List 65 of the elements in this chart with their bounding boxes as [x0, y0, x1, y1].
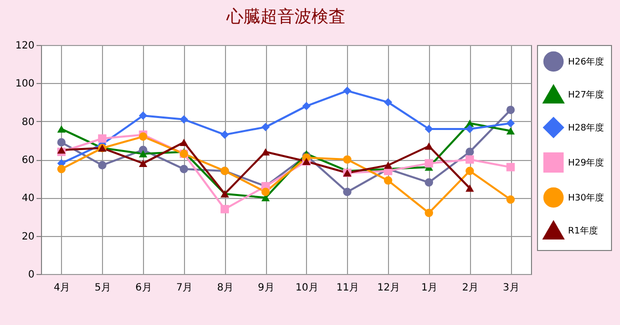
point: [506, 119, 515, 128]
point: [220, 130, 229, 139]
legend-label: H27年度: [568, 90, 604, 100]
legend-label: H28年度: [568, 122, 604, 134]
point: [57, 125, 66, 133]
y-tick-label: 0: [28, 270, 34, 280]
point: [180, 138, 188, 146]
x-tick-label: 11月: [336, 282, 360, 294]
x-tick-label: 1月: [421, 282, 438, 294]
chart-title: 心臓超音波検査: [226, 7, 346, 27]
point: [506, 106, 515, 114]
point: [98, 134, 106, 143]
x-tick-label: 4月: [54, 282, 70, 294]
point: [261, 148, 270, 156]
point: [138, 160, 148, 167]
point: [466, 124, 474, 134]
point: [261, 188, 270, 196]
point: [424, 159, 434, 168]
point: [57, 164, 66, 174]
x-tick-label: 3月: [502, 282, 520, 294]
y-tick-label: 60: [22, 155, 34, 166]
legend-label: R1年度: [568, 226, 598, 236]
point: [466, 166, 474, 176]
point: [424, 178, 434, 187]
point: [384, 98, 392, 106]
point: [424, 124, 434, 134]
point: [138, 150, 148, 158]
point: [98, 161, 106, 170]
legend-label: H30年度: [568, 192, 604, 204]
y-tick-label: 80: [22, 116, 34, 128]
point: [466, 155, 474, 164]
point: [220, 204, 229, 214]
point: [343, 86, 352, 95]
point: [506, 162, 515, 172]
x-tick-label: 2月: [462, 282, 478, 294]
x-tick-label: 5月: [94, 282, 111, 294]
x-tick-label: 6月: [135, 282, 152, 294]
point: [261, 122, 270, 132]
point: [180, 164, 188, 174]
y-tick-label: 100: [15, 78, 34, 90]
y-tick-label: 20: [22, 231, 34, 242]
point: [302, 102, 311, 110]
point: [138, 111, 148, 120]
legend-label: H26年度: [568, 56, 604, 68]
point: [57, 138, 66, 146]
point: [180, 115, 188, 124]
point: [384, 176, 392, 185]
point: [424, 208, 434, 218]
legend-label: H29年度: [568, 158, 604, 168]
x-tick-label: 7月: [176, 282, 193, 294]
point: [424, 142, 434, 150]
point: [466, 148, 474, 156]
point: [343, 155, 352, 164]
x-tick-label: 9月: [258, 282, 274, 294]
point: [506, 195, 515, 204]
point: [57, 146, 66, 154]
y-tick-label: 40: [22, 193, 34, 204]
y-tick-label: 120: [15, 40, 34, 52]
x-tick-label: 8月: [217, 282, 234, 294]
point: [506, 127, 515, 134]
x-tick-label: 10月: [296, 282, 318, 294]
x-tick-label: 12月: [377, 282, 400, 294]
point: [384, 162, 392, 169]
point: [343, 188, 352, 196]
point: [466, 184, 474, 192]
